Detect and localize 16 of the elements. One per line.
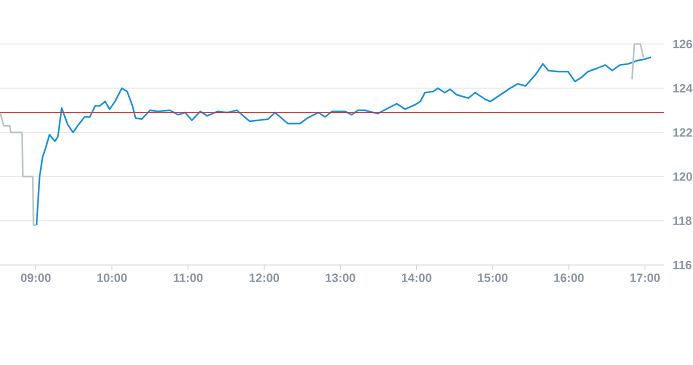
x-tick-label: 14:00 (402, 274, 432, 282)
x-tick-label: 16:00 (554, 274, 584, 282)
x-tick-label: 13:00 (326, 274, 356, 282)
y-tick-label: 126 (673, 40, 692, 48)
y-tick-label: 120 (673, 172, 692, 181)
x-tick-label: 15:00 (478, 274, 508, 282)
line-series (0, 112, 37, 226)
y-tick-label: 122 (673, 128, 692, 137)
x-tick-label: 11:00 (174, 274, 203, 282)
x-tick-label: 17:00 (630, 274, 660, 282)
x-tick-label: 12:00 (250, 274, 280, 282)
x-tick-label: 09:00 (20, 274, 51, 282)
x-tick-label: 10:00 (97, 274, 127, 282)
y-tick-label: 118 (673, 216, 692, 226)
y-tick-label: 124 (673, 84, 692, 92)
y-tick-label: 116 (673, 260, 692, 270)
